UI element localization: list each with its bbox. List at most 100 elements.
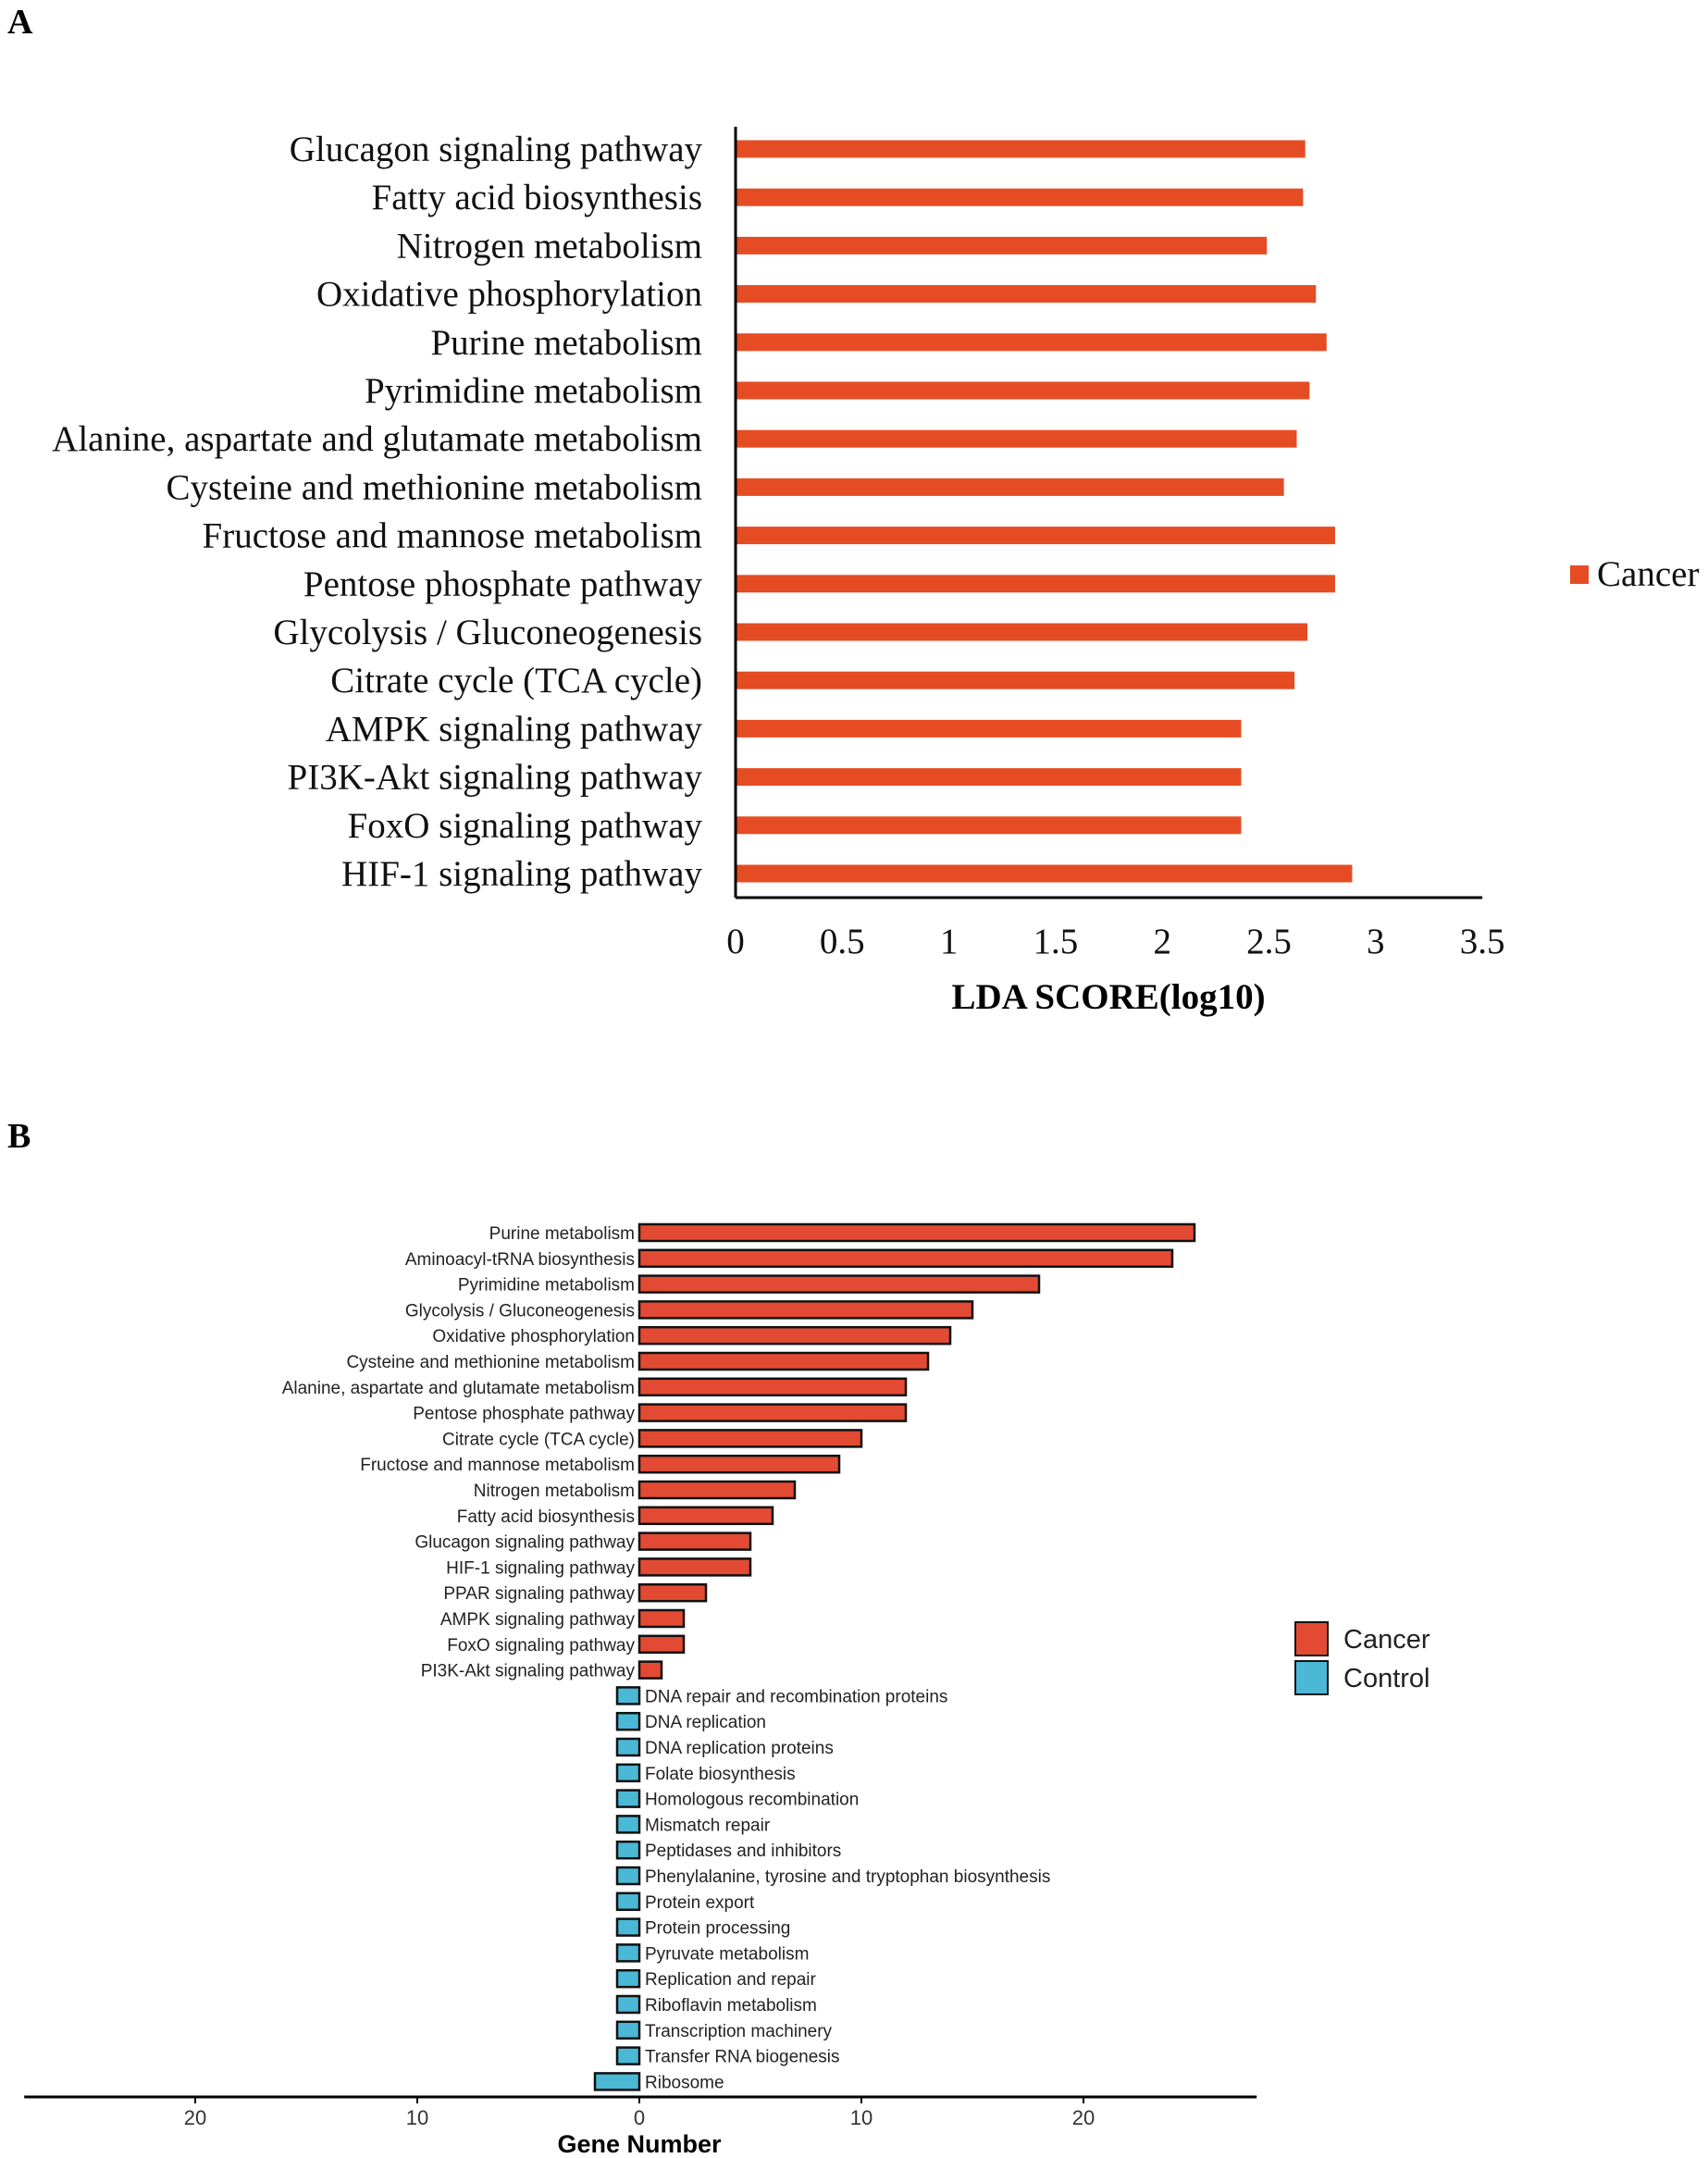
bar: [637, 1300, 974, 1320]
category-label: Homologous recombination: [645, 1791, 859, 1810]
category-label: Pyruvate metabolism: [645, 1944, 809, 1964]
x-tick-label: 10: [406, 2106, 428, 2129]
chart-b: Purine metabolism Aminoacyl-tRNA biosynth…: [24, 1222, 1430, 2158]
x-tick-label: 20: [184, 2106, 206, 2129]
category-label: Ribosome: [645, 2073, 724, 2092]
category-label: Nitrogen metabolism: [474, 1482, 635, 1501]
x-tick-label: 3: [1367, 922, 1385, 961]
bar: [736, 285, 1317, 304]
category-label: Peptidases and inhibitors: [645, 1842, 841, 1861]
category-label: FoxO signaling pathway: [348, 806, 703, 846]
bar: [736, 333, 1327, 352]
category-label: Oxidative phosphorylation: [432, 1327, 635, 1346]
bar: [615, 1711, 641, 1731]
category-label: DNA replication: [645, 1713, 766, 1732]
legend-swatch-cancer: [1294, 1621, 1329, 1656]
bar: [637, 1582, 708, 1603]
bar: [637, 1248, 1174, 1269]
bar: [615, 1763, 641, 1783]
category-label: AMPK signaling pathway: [326, 709, 703, 749]
category-label: Transcription machinery: [645, 2022, 833, 2041]
x-tick-label: 0: [726, 922, 745, 961]
x-tick-label: 2.5: [1246, 922, 1292, 961]
category-label: Transfer RNA biogenesis: [645, 2048, 840, 2067]
category-label: DNA repair and recombination proteins: [645, 1687, 947, 1706]
bar: [593, 2072, 641, 2091]
category-label: Protein export: [645, 1893, 755, 1913]
category-label: Citrate cycle (TCA cycle): [330, 661, 702, 701]
bar: [615, 1866, 641, 1886]
category-label: Pyrimidine metabolism: [365, 371, 702, 411]
bar: [615, 1994, 641, 2015]
category-label: Purine metabolism: [430, 323, 702, 363]
category-label: Fructose and mannose metabolism: [360, 1456, 635, 1475]
category-label: Alanine, aspartate and glutamate metabol…: [282, 1379, 635, 1398]
category-label: Glycolysis / Gluconeogenesis: [273, 613, 702, 652]
x-tick-label: 3.5: [1460, 922, 1505, 961]
bar: [615, 1891, 641, 1912]
category-label: Nitrogen metabolism: [397, 226, 702, 266]
legend-label-cancer: Cancer: [1597, 554, 1699, 594]
bar: [736, 477, 1284, 496]
category-label: Fatty acid biosynthesis: [372, 178, 702, 217]
bar: [615, 2046, 641, 2065]
legend-label-control: Control: [1343, 1664, 1430, 1693]
bar: [637, 1480, 797, 1500]
bar: [637, 1429, 863, 1448]
category-label: Mismatch repair: [645, 1816, 771, 1835]
category-label: Replication and repair: [645, 1970, 817, 1990]
category-label: Fructose and mannose metabolism: [203, 516, 702, 556]
category-label: Cysteine and methionine metabolism: [167, 467, 702, 507]
category-label: Cysteine and methionine metabolism: [346, 1353, 635, 1372]
bar: [736, 671, 1295, 689]
category-label: Pentose phosphate pathway: [303, 564, 703, 604]
category-label: DNA replication proteins: [645, 1739, 834, 1758]
bar: [637, 1325, 952, 1346]
bar: [637, 1557, 752, 1577]
category-label: Aminoacyl-tRNA biosynthesis: [405, 1250, 635, 1270]
bar: [637, 1532, 752, 1551]
x-tick-label: 1: [940, 922, 959, 961]
x-tick-label: 10: [850, 2106, 873, 2129]
panel-label-a: A: [7, 3, 33, 42]
bar: [736, 768, 1242, 787]
legend-swatch-control: [1294, 1660, 1329, 1695]
bar: [736, 816, 1242, 835]
category-label: Citrate cycle (TCA cycle): [442, 1430, 635, 1449]
bar: [615, 1840, 641, 1860]
bar: [736, 864, 1353, 883]
bar: [637, 1506, 774, 1526]
category-label: AMPK signaling pathway: [440, 1610, 636, 1630]
bar: [637, 1608, 686, 1629]
category-label: Folate biosynthesis: [645, 1765, 796, 1784]
bar: [736, 527, 1335, 545]
category-label: Glucagon signaling pathway: [290, 130, 703, 169]
x-axis-title: LDA SCORE(log10): [951, 977, 1265, 1017]
category-label: Protein processing: [645, 1919, 790, 1939]
bar: [637, 1660, 663, 1680]
category-label: Glucagon signaling pathway: [415, 1533, 635, 1553]
legend-label-cancer: Cancer: [1343, 1625, 1430, 1655]
legend-swatch-cancer: [1570, 565, 1589, 584]
x-tick-label: 0: [634, 2106, 645, 2129]
category-label: Oxidative phosphorylation: [316, 275, 702, 315]
x-tick-label: 1.5: [1033, 922, 1079, 961]
x-tick-label: 0.5: [820, 922, 865, 961]
bar: [736, 623, 1308, 641]
bar: [736, 140, 1306, 158]
x-axis-title: Gene Number: [557, 2130, 722, 2158]
bar: [615, 1737, 641, 1757]
bar: [615, 1815, 641, 1834]
bar: [637, 1351, 930, 1371]
category-label: PI3K-Akt signaling pathway: [421, 1662, 636, 1681]
category-label: Pentose phosphate pathway: [413, 1405, 635, 1424]
category-label: Alanine, aspartate and glutamate metabol…: [52, 419, 702, 459]
x-tick-label: 2: [1153, 922, 1171, 961]
category-label: Purine metabolism: [489, 1224, 635, 1244]
bar: [615, 1686, 641, 1705]
bar: [736, 188, 1304, 206]
bar: [615, 1789, 641, 1808]
bar: [736, 575, 1335, 593]
